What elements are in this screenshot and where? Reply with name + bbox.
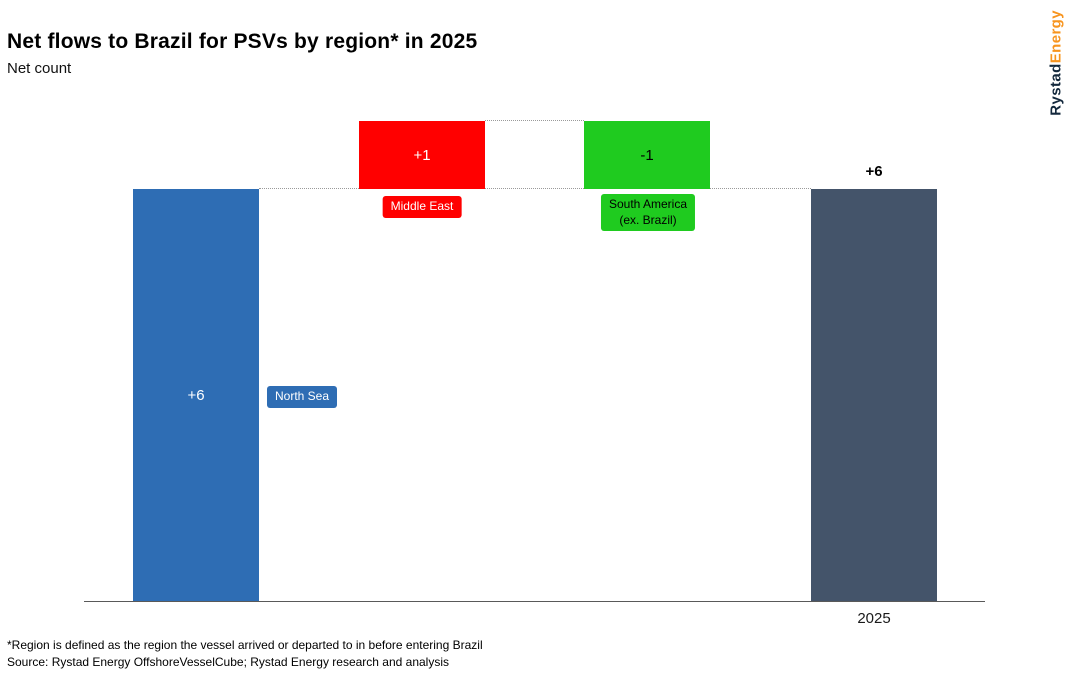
footnote-region-definition: *Region is defined as the region the ves… (7, 638, 483, 652)
bar-south-america: -1 (584, 120, 710, 190)
connector-line (259, 188, 359, 190)
category-label-middle-east: Middle East (382, 196, 462, 218)
footnotes: *Region is defined as the region the ves… (7, 637, 483, 671)
category-label-south-america-line2: (ex. Brazil) (619, 212, 677, 227)
connector-line (485, 119, 584, 121)
connector-line (710, 188, 811, 190)
bar-value-label-north-sea: +6 (187, 386, 205, 404)
category-label-north-sea: North Sea (267, 386, 338, 408)
chart-header: Net flows to Brazil for PSVs by region* … (7, 30, 477, 77)
bar-value-label-middle-east: +1 (413, 146, 431, 164)
connector-line (485, 188, 584, 190)
bar-north-sea: +6 (133, 189, 259, 601)
x-axis-tick-2025: 2025 (857, 610, 891, 627)
footnote-source: Source: Rystad Energy OffshoreVesselCube… (7, 655, 450, 669)
category-label-south-america-line1: South America (608, 197, 688, 211)
x-axis-line (84, 601, 985, 602)
bar-total-2025: +6 (811, 163, 937, 601)
page-title: Net flows to Brazil for PSVs by region* … (7, 30, 478, 53)
bar-value-label-south-america: -1 (640, 146, 654, 164)
bar-middle-east: +1 (359, 120, 485, 190)
category-label-south-america: South America (ex. Brazil) (600, 194, 696, 232)
bar-value-label-total: +6 (865, 163, 883, 181)
chart-subtitle: Net count (7, 60, 72, 77)
